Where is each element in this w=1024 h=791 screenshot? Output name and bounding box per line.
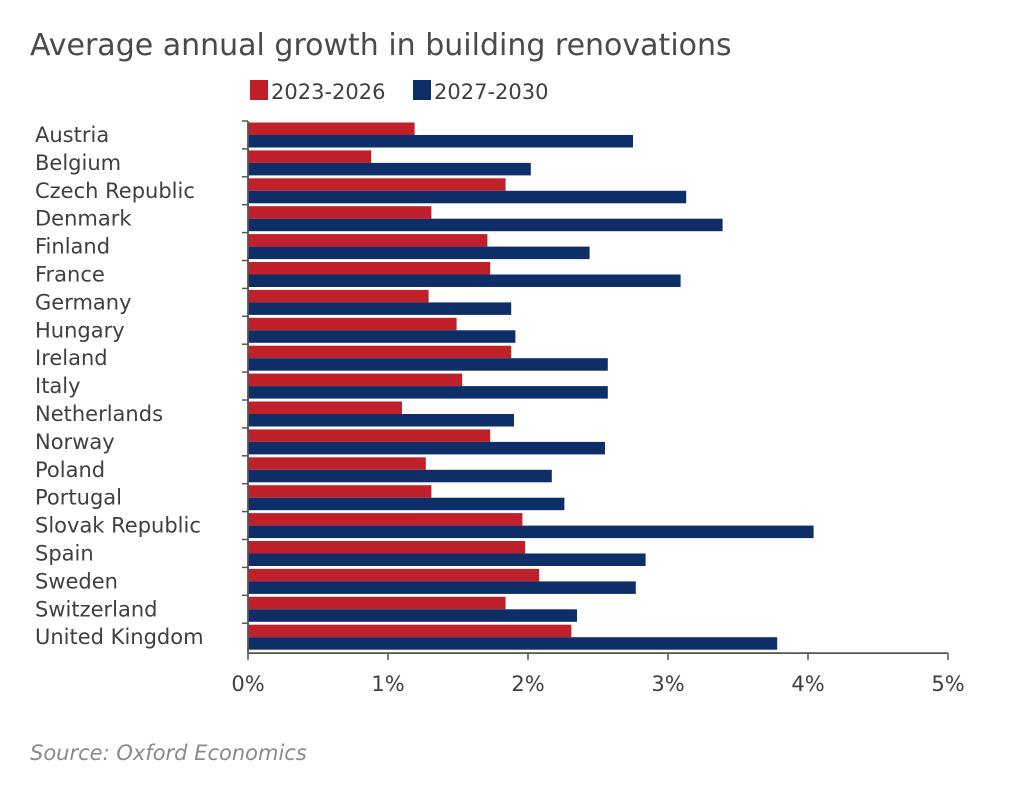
bar-netherlands-2027-2030 bbox=[248, 414, 514, 427]
category-label: Switzerland bbox=[35, 597, 158, 621]
category-label: Norway bbox=[35, 430, 115, 454]
bar-slovak-republic-2023-2026 bbox=[248, 513, 523, 526]
bar-spain-2023-2026 bbox=[248, 541, 526, 554]
category-label: Netherlands bbox=[35, 402, 163, 426]
bar-finland-2027-2030 bbox=[248, 246, 590, 260]
bar-portugal-2027-2030 bbox=[248, 497, 565, 511]
bar-germany-2027-2030 bbox=[248, 302, 512, 315]
bar-austria-2023-2026 bbox=[248, 122, 415, 135]
bar-denmark-2027-2030 bbox=[248, 218, 723, 232]
bar-slovak-republic-2027-2030 bbox=[248, 525, 814, 539]
bar-italy-2023-2026 bbox=[248, 373, 463, 387]
bar-portugal-2023-2026 bbox=[248, 485, 432, 498]
bar-switzerland-2023-2026 bbox=[248, 596, 506, 610]
category-label: United Kingdom bbox=[35, 625, 204, 649]
plot-area: Austria Belgium Czech Republic Denmark Finla… bbox=[35, 120, 965, 696]
bar-czech-republic-2027-2030 bbox=[248, 190, 687, 204]
bar-denmark-2023-2026 bbox=[248, 206, 432, 219]
bar-hungary-2023-2026 bbox=[248, 317, 457, 331]
category-label: Ireland bbox=[35, 346, 108, 370]
bar-czech-republic-2023-2026 bbox=[248, 178, 506, 191]
category-label: Finland bbox=[35, 235, 110, 259]
x-tick-label: 1% bbox=[371, 672, 404, 696]
legend: 2023-2026 2027-2030 bbox=[250, 80, 548, 104]
bar-ireland-2027-2030 bbox=[248, 358, 608, 371]
category-label: Portugal bbox=[35, 486, 122, 510]
bar-germany-2023-2026 bbox=[248, 289, 429, 303]
x-tick-label: 0% bbox=[231, 672, 264, 696]
category-label: Spain bbox=[35, 542, 94, 566]
bar-austria-2027-2030 bbox=[248, 135, 633, 148]
bar-poland-2023-2026 bbox=[248, 457, 426, 470]
source-note: Source: Oxford Economics bbox=[30, 741, 307, 765]
category-label: Germany bbox=[35, 290, 132, 314]
category-label: Poland bbox=[35, 458, 105, 482]
bar-poland-2027-2030 bbox=[248, 469, 552, 483]
x-tick-label: 5% bbox=[931, 672, 964, 696]
bar-belgium-2027-2030 bbox=[248, 162, 531, 176]
legend-swatch-2027-2030 bbox=[413, 80, 431, 100]
bar-france-2023-2026 bbox=[248, 262, 491, 275]
category-label: France bbox=[35, 263, 105, 287]
category-label: Slovak Republic bbox=[35, 514, 201, 538]
bar-norway-2023-2026 bbox=[248, 429, 491, 442]
bar-netherlands-2023-2026 bbox=[248, 401, 402, 414]
bar-france-2027-2030 bbox=[248, 274, 681, 287]
bar-switzerland-2027-2030 bbox=[248, 609, 577, 622]
bar-spain-2027-2030 bbox=[248, 553, 646, 566]
legend-label-2027-2030: 2027-2030 bbox=[434, 80, 548, 104]
bar-united-kingdom-2027-2030 bbox=[248, 637, 778, 650]
bar-sweden-2027-2030 bbox=[248, 581, 636, 594]
category-label: Belgium bbox=[35, 151, 121, 175]
category-label: Czech Republic bbox=[35, 179, 195, 203]
bar-finland-2023-2026 bbox=[248, 234, 488, 247]
category-label: Sweden bbox=[35, 569, 118, 593]
bar-ireland-2023-2026 bbox=[248, 345, 512, 359]
bar-belgium-2023-2026 bbox=[248, 150, 372, 163]
bar-hungary-2027-2030 bbox=[248, 330, 516, 343]
chart-title: Average annual growth in building renova… bbox=[30, 28, 732, 63]
category-label: Hungary bbox=[35, 318, 125, 342]
x-tick-label: 4% bbox=[791, 672, 824, 696]
legend-label-2023-2026: 2023-2026 bbox=[271, 80, 385, 104]
x-tick-label: 3% bbox=[651, 672, 684, 696]
category-label: Denmark bbox=[35, 207, 132, 231]
bar-norway-2027-2030 bbox=[248, 441, 605, 455]
bar-sweden-2023-2026 bbox=[248, 568, 540, 582]
category-label: Austria bbox=[35, 123, 109, 147]
category-label: Italy bbox=[35, 374, 81, 398]
bar-italy-2027-2030 bbox=[248, 386, 608, 399]
bar-united-kingdom-2023-2026 bbox=[248, 624, 572, 638]
x-tick-label: 2% bbox=[511, 672, 544, 696]
legend-swatch-2023-2026 bbox=[250, 80, 268, 100]
